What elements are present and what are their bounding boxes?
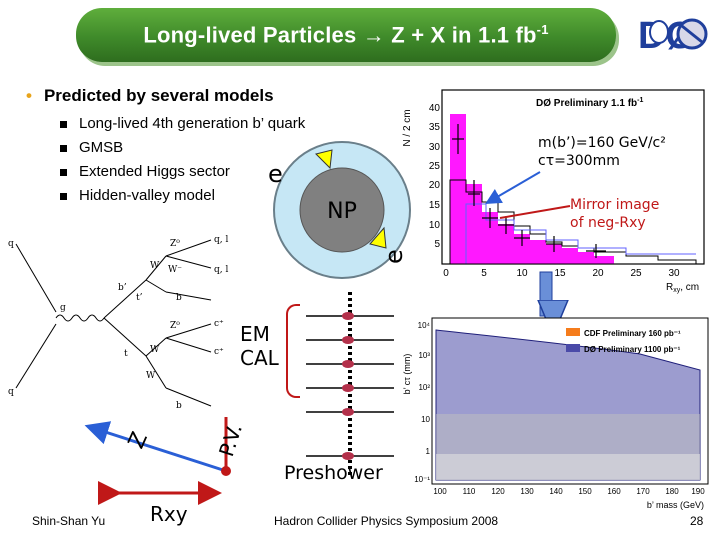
feynman-label: b — [176, 293, 182, 303]
x-tick: 5 — [481, 268, 487, 279]
feynman-label: c⁺ — [214, 319, 224, 329]
y-tick: 10⁴ — [418, 321, 431, 330]
np-label: NP — [327, 199, 357, 224]
feynman-label: c⁺ — [214, 347, 224, 357]
x-tick: 120 — [491, 487, 505, 496]
plot-header: DØ Preliminary 1.1 fb-1 — [536, 97, 643, 109]
list-item: Long-lived 4th generation b’ quark — [60, 112, 305, 136]
electron-symbol: e — [268, 160, 283, 188]
y-axis-label: N / 2 cm — [402, 109, 413, 146]
x-axis-label: Rxy, cm — [666, 282, 699, 294]
z-axis-arrow — [84, 421, 227, 473]
feynman-label: q, l — [214, 265, 228, 275]
feynman-label: Z⁰ — [170, 321, 180, 331]
y-tick: 10² — [418, 383, 430, 392]
x-tick: 15 — [554, 268, 566, 279]
data-points — [452, 124, 606, 258]
em-cal-label: EM CAL — [240, 322, 279, 370]
x-tick: 150 — [578, 487, 592, 496]
mirror-annotation: Mirror image of neg-Rxy — [570, 197, 660, 231]
exclusion-plot: CDF Preliminary 160 pb⁻¹ DØ Preliminary … — [402, 317, 709, 510]
x-tick: 180 — [665, 487, 679, 496]
legend-entry: CDF Preliminary 160 pb⁻¹ — [584, 329, 681, 338]
x-tick: 190 — [691, 487, 705, 496]
calorimeter-layers — [306, 292, 394, 476]
bullet-dot-icon: • — [26, 86, 32, 105]
feynman-diagram: q g q b’ t’ W W⁻ Z⁰ q, l q, l b W t Z⁰ c… — [8, 235, 228, 411]
x-tick: 160 — [607, 487, 621, 496]
x-tick: 25 — [630, 268, 642, 279]
y-tick: 40 — [429, 103, 441, 114]
list-item: GMSB — [60, 136, 305, 160]
detector-diagram: NP e e — [268, 141, 411, 279]
y-tick: 35 — [429, 122, 441, 133]
feynman-label: W — [150, 261, 160, 271]
legend-swatch-cdf — [566, 328, 580, 336]
rxy-label: Rxy — [150, 502, 188, 526]
model-list: Long-lived 4th generation b’ quark GMSB … — [60, 112, 305, 208]
d0-logo: DØ — [626, 8, 716, 58]
x-tick: 20 — [592, 268, 604, 279]
x-tick: 140 — [549, 487, 563, 496]
x-tick: 10 — [516, 268, 528, 279]
em-cal-brace — [286, 304, 300, 398]
slide-title: Long-lived Particles → Z + X in 1.1 fb-1 — [143, 22, 549, 48]
y-tick: 10 — [429, 220, 441, 231]
rxy-histogram: DØ Preliminary 1.1 fb-1 N / 2 cm Rxy, cm… — [402, 89, 705, 294]
footer-author: Shin-Shan Yu — [32, 514, 106, 528]
feynman-label: b — [176, 401, 182, 411]
triangle-marker-icon — [315, 149, 333, 170]
y-tick: 10 — [421, 415, 430, 424]
list-item: Extended Higgs sector — [60, 160, 305, 184]
y-tick: 15 — [429, 200, 441, 211]
electron-symbol: e — [380, 249, 408, 264]
mass-annotation: m(b’)=160 GeV/c² cτ=300mm — [538, 135, 666, 169]
feynman-label: t’ — [136, 293, 143, 303]
feynman-label: W — [146, 371, 156, 381]
y-tick: 1 — [426, 447, 431, 456]
x-tick: 110 — [463, 487, 476, 496]
square-bullet-icon — [60, 192, 67, 200]
title-bar — [76, 8, 616, 62]
y-axis-label: b’ cτ (mm) — [402, 354, 412, 395]
x-tick: 170 — [636, 487, 650, 496]
y-tick: 5 — [434, 239, 440, 250]
page-number: 28 — [690, 514, 704, 528]
y-tick: 10³ — [418, 351, 430, 360]
x-tick: 130 — [520, 487, 534, 496]
feynman-label: W⁻ — [168, 265, 182, 275]
x-axis-label: b’ mass (GeV) — [647, 500, 704, 510]
feynman-label: W — [150, 345, 160, 355]
np-core — [299, 167, 385, 253]
feynman-label: q — [8, 239, 14, 249]
y-tick: 30 — [429, 142, 441, 153]
feynman-label: q, l — [214, 235, 228, 245]
triangle-marker-icon — [369, 226, 387, 249]
feynman-label: t — [124, 349, 128, 359]
feynman-label: g — [60, 303, 66, 313]
feynman-label: b’ — [118, 283, 127, 293]
square-bullet-icon — [60, 120, 67, 128]
x-tick: 0 — [443, 268, 449, 279]
feynman-label: q — [8, 387, 14, 397]
coordinate-arrows — [84, 417, 231, 505]
y-tick: 25 — [429, 161, 441, 172]
main-bullet: • Predicted by several models — [26, 86, 274, 105]
preshower-label: Preshower — [284, 462, 383, 484]
square-bullet-icon — [60, 168, 67, 176]
feynman-label: Z⁰ — [170, 239, 180, 249]
y-tick: 10⁻¹ — [414, 475, 430, 484]
footer-conference: Hadron Collider Physics Symposium 2008 — [274, 514, 499, 528]
x-tick: 100 — [433, 487, 447, 496]
list-item: Hidden-valley model — [60, 184, 305, 208]
x-tick: 30 — [668, 268, 680, 279]
primary-vertex-icon — [221, 466, 231, 476]
y-tick: 20 — [429, 180, 441, 191]
legend-entry: DØ Preliminary 1100 pb⁻¹ — [584, 345, 681, 354]
annotation-arrows — [485, 171, 571, 317]
square-bullet-icon — [60, 144, 67, 152]
legend-swatch-d0 — [566, 344, 580, 352]
